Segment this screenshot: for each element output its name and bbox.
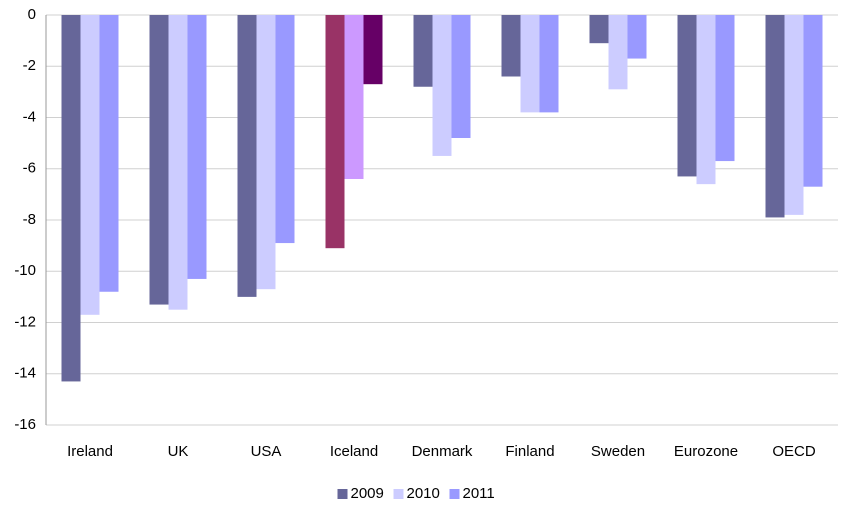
y-tick-label: -10	[14, 262, 36, 279]
y-tick-label: -8	[23, 211, 36, 228]
bar	[520, 15, 540, 113]
bar	[363, 15, 383, 85]
bar	[237, 15, 257, 297]
bar	[803, 15, 823, 187]
legend-swatch	[337, 489, 348, 499]
bar	[539, 15, 559, 113]
x-tick-label: OECD	[772, 443, 816, 460]
legend-label: 2009	[351, 485, 384, 502]
bar	[715, 15, 735, 162]
bar	[149, 15, 169, 305]
y-tick-label: -12	[14, 313, 36, 330]
legend-label: 2010	[407, 485, 440, 502]
legend-swatch	[449, 489, 460, 499]
bar	[696, 15, 716, 185]
x-tick-label: Iceland	[330, 443, 378, 460]
x-tick-label: UK	[168, 443, 189, 460]
bar	[627, 15, 647, 59]
y-tick-label: -16	[14, 416, 36, 433]
bar	[168, 15, 188, 310]
bar	[99, 15, 119, 292]
bar	[256, 15, 276, 290]
bar	[187, 15, 207, 279]
bar	[275, 15, 295, 244]
y-tick-label: -6	[23, 160, 36, 177]
bar	[432, 15, 452, 156]
y-tick-label: -14	[14, 365, 36, 382]
bar	[501, 15, 521, 77]
x-tick-label: Ireland	[67, 443, 113, 460]
bar	[451, 15, 471, 138]
x-tick-label: USA	[251, 443, 282, 460]
bar	[61, 15, 81, 382]
bar	[80, 15, 100, 315]
x-tick-label: Sweden	[591, 443, 645, 460]
bar	[344, 15, 364, 179]
y-tick-label: 0	[28, 6, 36, 23]
bar	[677, 15, 697, 177]
bar	[413, 15, 433, 87]
bar	[765, 15, 785, 218]
bar	[325, 15, 345, 249]
y-tick-label: -4	[23, 108, 36, 125]
x-tick-label: Denmark	[412, 443, 473, 460]
bar	[589, 15, 609, 44]
legend-swatch	[393, 489, 404, 499]
x-tick-label: Eurozone	[674, 443, 738, 460]
y-tick-label: -2	[23, 57, 36, 74]
bar	[784, 15, 804, 215]
bar	[608, 15, 628, 90]
legend-label: 2011	[463, 485, 495, 502]
x-tick-label: Finland	[505, 443, 554, 460]
